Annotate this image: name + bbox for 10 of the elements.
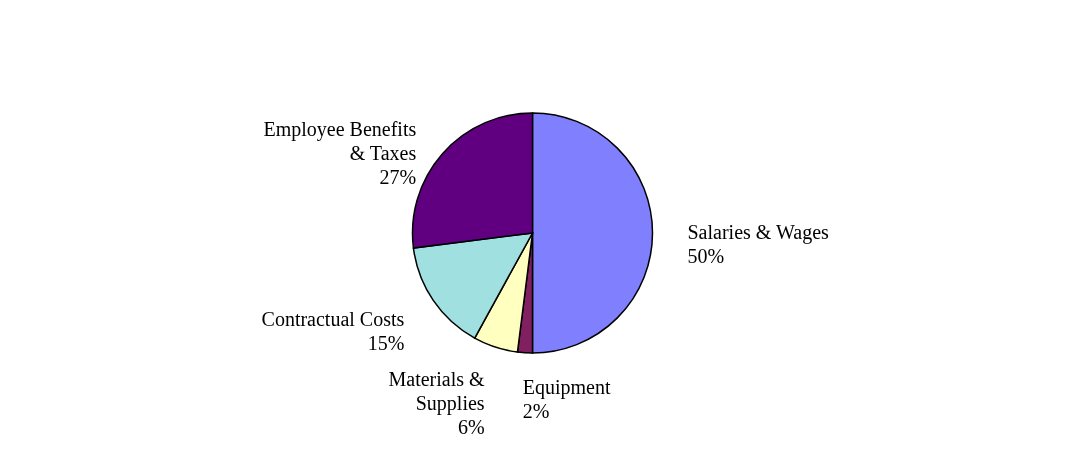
slice-label: Contractual Costs [261, 308, 405, 331]
slice-label: Materials & Supplies [388, 368, 486, 416]
slice-label: Equipment [522, 375, 611, 399]
slice-label: Employee Benefits & Taxes [263, 118, 417, 165]
slice-label: Salaries & Wages [687, 221, 830, 244]
data-label: 15% [367, 332, 405, 355]
data-label: 6% [457, 416, 485, 439]
data-label: 27% [379, 166, 417, 189]
data-label: 50% [687, 245, 725, 267]
data-label: 2% [522, 399, 550, 422]
